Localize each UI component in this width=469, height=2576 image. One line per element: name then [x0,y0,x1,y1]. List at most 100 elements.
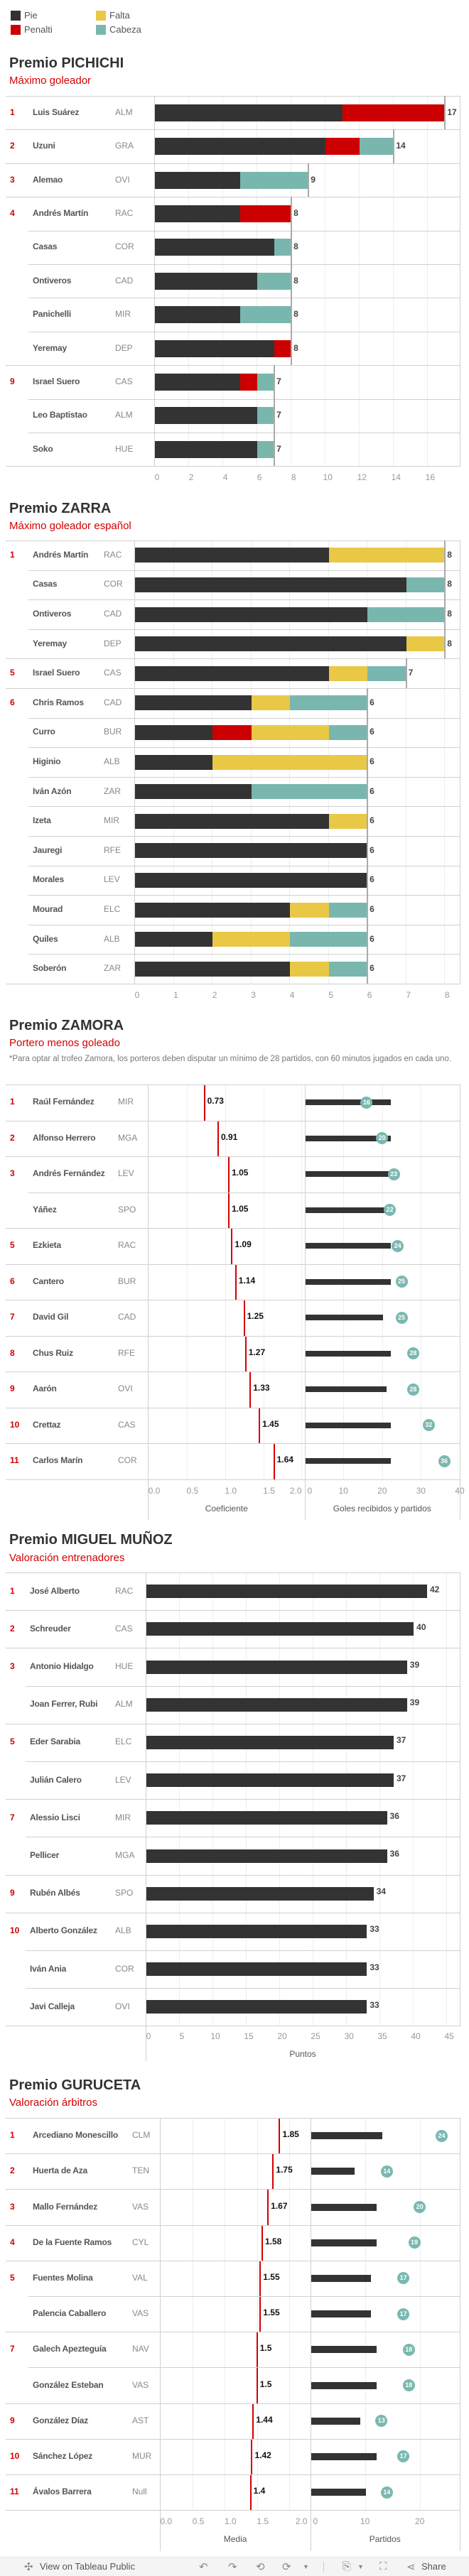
partidos-bar[interactable] [305,1099,391,1106]
player-name[interactable]: Yeremay [33,638,67,648]
player-name[interactable]: Uzuni [33,141,55,151]
player-name[interactable]: Ávalos Barrera [33,2487,92,2497]
partidos-bar[interactable] [305,1135,391,1141]
partidos-bar[interactable] [311,2310,372,2318]
partidos-bar[interactable] [311,2168,355,2175]
bar-segment-cabeza[interactable] [367,607,446,622]
bar-segment-cabeza[interactable] [406,577,446,592]
coefficient-marker[interactable] [234,1264,237,1300]
player-name[interactable]: Soko [33,443,53,454]
coefficient-marker[interactable] [243,1300,245,1336]
bar-segment-pie[interactable] [135,784,252,800]
bar-segment-cabeza[interactable] [328,902,368,918]
player-name[interactable]: David Gil [33,1312,69,1322]
player-name[interactable]: Alfonso Herrero [33,1132,96,1143]
bar-segment-cabeza[interactable] [257,440,275,458]
value-dot[interactable]: 17 [397,2450,410,2463]
bar-segment-pie[interactable] [155,306,241,324]
coefficient-marker[interactable] [267,2190,269,2225]
coefficient-marker[interactable] [259,1408,261,1443]
coefficient-marker[interactable] [251,2439,253,2474]
partidos-bar[interactable] [311,2346,377,2354]
player-name[interactable]: Rubén Albés [30,1888,80,1898]
coefficient-marker[interactable] [217,1121,219,1156]
bar[interactable] [146,1622,414,1636]
bar-segment-pie[interactable] [135,843,368,859]
player-name[interactable]: José Alberto [30,1585,80,1596]
player-name[interactable]: Casas [33,241,58,252]
value-dot[interactable]: 28 [406,1347,419,1360]
partidos-bar[interactable] [305,1458,391,1464]
bar-segment-pie[interactable] [135,665,329,681]
partidos-bar[interactable] [311,2239,377,2246]
player-name[interactable]: Andrés Fernández [33,1168,105,1179]
bar-segment-pie[interactable] [155,239,275,256]
player-name[interactable]: De la Fuente Ramos [33,2237,112,2247]
player-name[interactable]: Ezkieta [33,1240,61,1251]
player-name[interactable]: Yeremay [33,342,67,353]
bar-segment-pie[interactable] [135,548,329,563]
view-on-tableau-link[interactable]: View on Tableau Public [40,2561,135,2572]
value-dot[interactable]: 16 [360,1096,373,1109]
bar[interactable] [146,2000,367,2014]
player-name[interactable]: Mourad [33,904,63,914]
redo-icon[interactable]: ↷ [228,2561,237,2573]
player-name[interactable]: Panichelli [33,309,72,320]
bar-segment-cabeza[interactable] [290,695,368,711]
player-name[interactable]: Schreuder [30,1623,71,1634]
value-dot[interactable]: 25 [395,1276,408,1288]
value-dot[interactable]: 32 [422,1419,435,1432]
bar-segment-pie[interactable] [155,138,326,156]
coefficient-marker[interactable] [279,2119,281,2154]
player-name[interactable]: Luis Suárez [33,107,80,117]
player-name[interactable]: Carlos Marín [33,1455,83,1466]
player-name[interactable]: Julián Calero [30,1774,82,1785]
bar[interactable] [146,1849,387,1863]
player-name[interactable]: González Díaz [33,2415,89,2425]
player-name[interactable]: Fuentes Molina [33,2272,93,2283]
share-icon[interactable]: ⋖ [406,2561,416,2573]
value-dot[interactable]: 36 [438,1455,451,1467]
bar-segment-cabeza[interactable] [274,239,292,256]
player-name[interactable]: Ontiveros [33,609,72,619]
bar-segment-cabeza[interactable] [360,138,394,156]
player-name[interactable]: Israel Suero [33,668,80,678]
partidos-bar[interactable] [305,1243,391,1249]
player-name[interactable]: Higinio [33,756,61,766]
value-dot[interactable]: 25 [395,1311,408,1324]
player-name[interactable]: Andrés Martín [33,207,89,218]
player-name[interactable]: Curro [33,727,55,737]
bar-segment-penalti[interactable] [212,724,252,740]
player-name[interactable]: Jauregi [33,844,63,855]
player-name[interactable]: Crettaz [33,1419,61,1430]
bar-segment-pie[interactable] [135,754,213,770]
partidos-bar[interactable] [311,2417,360,2425]
player-name[interactable]: Leo Baptistao [33,410,87,420]
bar-segment-penalti[interactable] [274,339,292,357]
bar-segment-cabeza[interactable] [240,171,309,189]
bar-segment-penalti[interactable] [325,138,360,156]
player-name[interactable]: Quiles [33,933,58,944]
bar-segment-cabeza[interactable] [257,272,292,290]
bar-segment-cabeza[interactable] [328,961,368,977]
bar-segment-pie[interactable] [155,104,343,121]
bar-segment-falta[interactable] [251,724,329,740]
player-name[interactable]: Alemao [33,174,63,185]
revert-icon[interactable]: ⟲ [256,2561,265,2573]
player-name[interactable]: González Esteban [33,2379,104,2390]
partidos-bar[interactable] [311,2132,382,2140]
player-name[interactable]: Galech Apezteguía [33,2344,107,2354]
value-dot[interactable]: 19 [408,2237,421,2249]
caret-down-icon[interactable]: ▼ [303,2563,309,2570]
player-name[interactable]: Soberón [33,963,67,974]
partidos-bar[interactable] [305,1171,391,1178]
bar-segment-pie[interactable] [135,961,291,977]
partidos-bar[interactable] [305,1315,383,1321]
bar-segment-cabeza[interactable] [367,665,406,681]
bar-segment-pie[interactable] [135,932,213,947]
bar-segment-falta[interactable] [251,695,291,711]
player-name[interactable]: Morales [33,874,64,885]
player-name[interactable]: Raúl Fernández [33,1097,95,1107]
coefficient-marker[interactable] [259,2297,262,2332]
bar-segment-falta[interactable] [328,813,368,829]
